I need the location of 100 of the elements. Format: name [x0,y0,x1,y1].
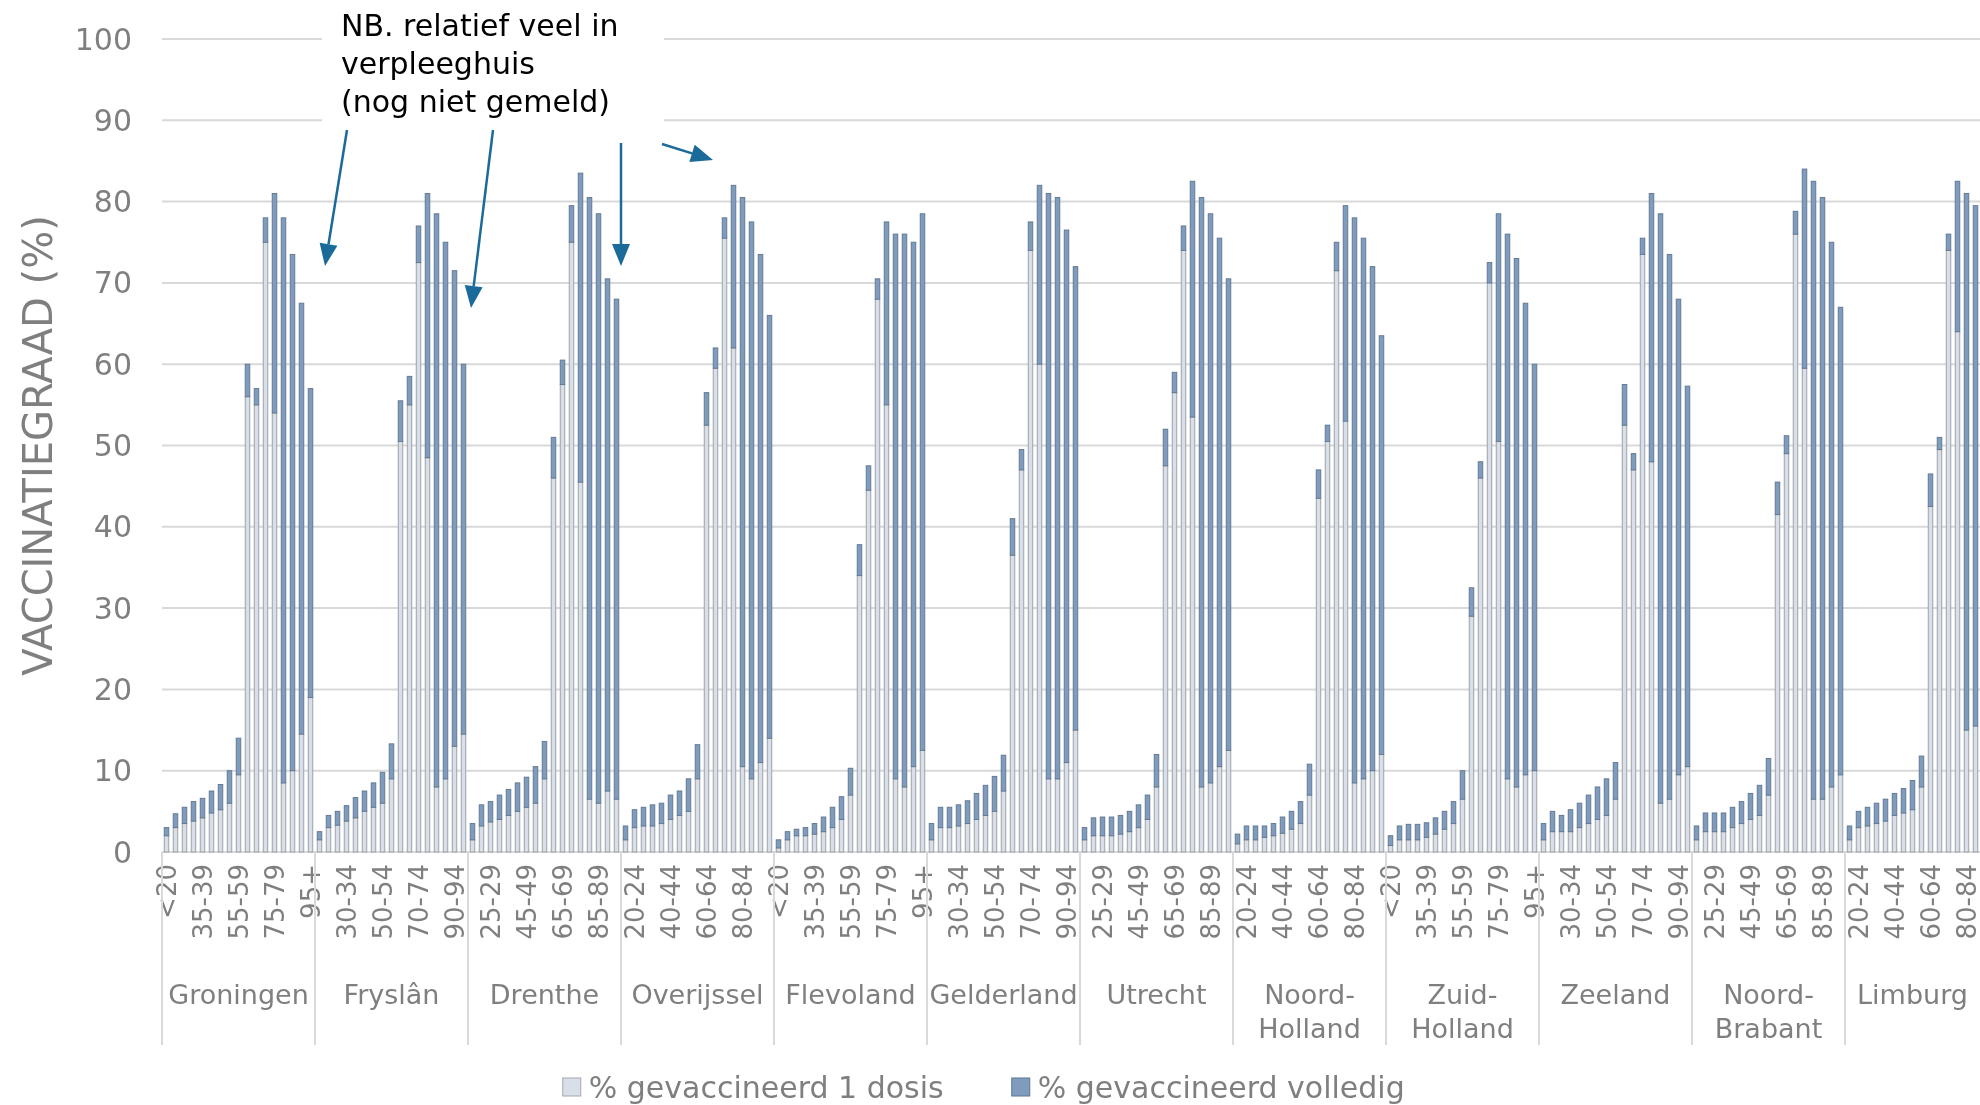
bar [1450,801,1457,825]
bar [1243,825,1250,841]
bar [604,790,611,853]
bar [1180,249,1187,853]
bar [1189,416,1196,853]
bar [1711,812,1718,833]
bar [1333,241,1340,272]
bar [595,802,602,853]
bar [1522,302,1529,776]
bar [838,818,845,853]
bar [757,253,764,764]
x-tick-label: 50-54 [979,864,1010,940]
bar [568,205,575,243]
bar [442,778,449,853]
bar [1909,779,1916,811]
x-tick-label: 35-39 [799,864,830,940]
bar [1333,270,1340,853]
bar [1252,839,1259,853]
bar [1495,440,1502,853]
bar [1855,810,1862,829]
bar [1666,798,1673,853]
bar [1000,754,1007,792]
bar [1585,794,1592,825]
bar [298,733,305,853]
x-tick-label: 80-84 [1339,864,1370,940]
bar [1315,497,1322,853]
bar [244,363,251,398]
bar [1675,298,1682,776]
bar [1531,770,1538,853]
bar [667,794,674,820]
bar [991,810,998,853]
bar [1621,384,1628,426]
x-tick-label: 90-94 [439,864,470,940]
bar [793,835,800,853]
bar [226,802,233,853]
bar [1180,225,1187,251]
bar [910,766,917,853]
bar [928,823,935,841]
bar [784,839,791,853]
bar [1729,827,1736,853]
bar [1369,266,1376,772]
y-tick-label: 10 [93,753,132,789]
bar [541,778,548,853]
bar [748,221,755,780]
bar [172,827,179,853]
bar [1774,514,1781,853]
bar [973,818,980,853]
bar [847,767,854,796]
bar [1765,794,1772,853]
x-tick-label: 60-64 [1915,864,1946,940]
bar [244,396,251,853]
bar [1225,749,1232,853]
bar [1108,835,1115,853]
bar [208,790,215,814]
bar [1927,505,1934,853]
y-tick-label: 100 [74,21,132,57]
bar [478,804,485,827]
bar [1540,823,1547,841]
bar [1486,262,1493,284]
bar [613,298,620,800]
bar [1414,839,1421,853]
x-tick-label: 30-34 [943,864,974,940]
bar [1027,249,1034,853]
bar [1225,278,1232,751]
bar [1162,465,1169,853]
text: Drenthe [489,978,600,1010]
bar [1936,436,1943,451]
bar [1018,469,1025,853]
bar [1315,469,1322,499]
bar [784,831,791,841]
bar [1486,282,1493,853]
bar [253,404,260,853]
bar [658,823,665,853]
bar [1846,839,1853,853]
bar [181,806,188,825]
bar [1585,823,1592,853]
bar [955,804,962,827]
bar [406,375,413,406]
bar [1396,825,1403,841]
x-tick-label: 20-24 [619,864,650,940]
bar [1342,205,1349,422]
bar [1324,440,1331,853]
x-tick-label: 85-89 [583,864,614,940]
bar [451,270,458,747]
bar [1783,435,1790,455]
bar [1684,385,1691,768]
bar [460,363,467,735]
bar [1612,798,1619,853]
bar [946,827,953,853]
bar [694,744,701,780]
bar [1657,802,1664,853]
bar [163,835,170,853]
bar [217,784,224,811]
bar [1630,469,1637,853]
bar [973,792,980,820]
bar [1324,424,1331,442]
bar [1261,825,1268,838]
bar [1801,168,1808,369]
bar [1855,827,1862,853]
bar [388,778,395,853]
